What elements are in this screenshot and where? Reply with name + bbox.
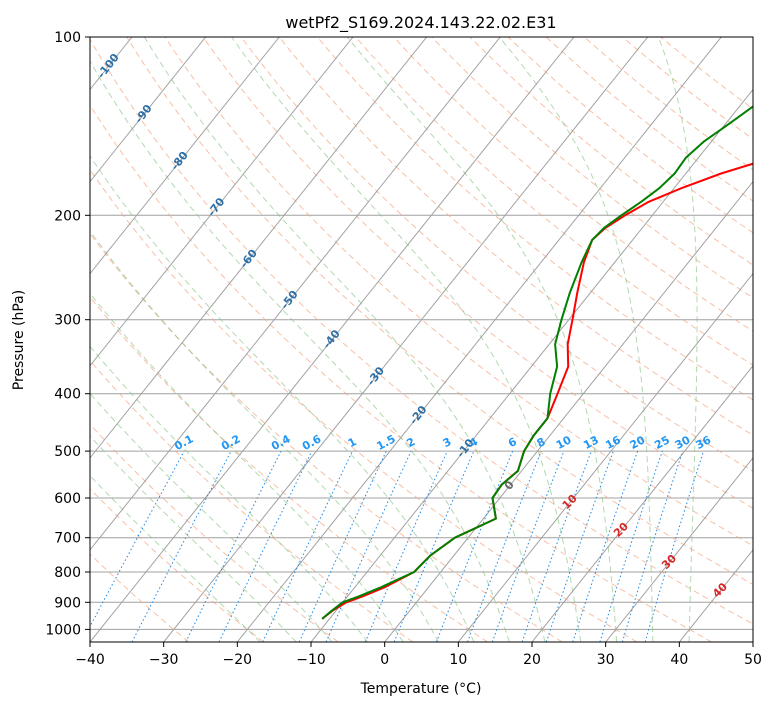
- mixing-ratio-line: [521, 450, 592, 642]
- isotherm: [163, 37, 649, 642]
- mixing-ratio-label: 13: [581, 433, 601, 452]
- y-tick-label: 200: [54, 208, 81, 224]
- moist-adiabat: [90, 474, 261, 642]
- mixing-ratio-line: [90, 450, 185, 628]
- y-axis-title: Pressure (hPa): [11, 290, 27, 390]
- y-tick-label: 600: [54, 491, 81, 507]
- isotherm: [90, 37, 354, 367]
- x-tick-label: −10: [296, 652, 326, 668]
- isotherm: [90, 37, 280, 275]
- isotherm: [384, 180, 753, 642]
- x-tick-label: −20: [223, 652, 253, 668]
- mixing-ratio-line: [298, 450, 387, 642]
- y-tick-label: 1000: [45, 622, 81, 638]
- x-tick-label: 30: [597, 652, 615, 668]
- dewpoint-line: [321, 105, 753, 620]
- x-axis: −40 −30 −20 −10 0 10 20 30 40 50: [75, 642, 762, 668]
- moist-adiabat: [498, 37, 654, 642]
- mixing-ratio-label: 16: [603, 433, 623, 452]
- isotherm: [605, 457, 753, 642]
- isotherm: [90, 37, 575, 642]
- dry-adiabat: [90, 38, 753, 625]
- x-tick-label: 40: [670, 652, 688, 668]
- isotherm: [457, 272, 753, 642]
- dry-adiabat: [317, 37, 753, 401]
- mixing-ratio-line: [218, 450, 313, 642]
- mixing-ratio-label: 20: [628, 433, 648, 452]
- x-tick-label: 20: [523, 652, 541, 668]
- moist-adiabat: [657, 37, 698, 642]
- isotherm: [90, 37, 207, 183]
- y-tick-label: 700: [54, 531, 81, 547]
- x-tick-label: 0: [380, 652, 389, 668]
- x-tick-label: 50: [744, 652, 762, 668]
- dry-adiabat: [278, 37, 753, 436]
- y-tick-label: 300: [54, 313, 81, 329]
- x-tick-label: 10: [449, 652, 467, 668]
- mixing-ratio-label: 25: [652, 433, 672, 452]
- y-tick-label: 900: [54, 595, 81, 611]
- mixing-ratio-label: 36: [694, 433, 714, 452]
- plot-frame: [89, 36, 754, 643]
- moist-adiabat: [90, 230, 439, 642]
- dry-adiabat: [126, 37, 753, 586]
- isotherm: [236, 37, 722, 642]
- dry-adiabat: [90, 423, 339, 642]
- mixing-ratio-line: [599, 450, 663, 642]
- mixing-ratio-label: 10: [554, 433, 574, 452]
- mixing-ratio-line: [364, 450, 448, 642]
- dry-adiabat: [507, 37, 753, 234]
- dry-adiabat: [202, 37, 753, 509]
- isotherm: [90, 37, 428, 459]
- mixing-ratio-line: [545, 450, 614, 642]
- x-tick-label: −30: [149, 652, 179, 668]
- moist-adiabat: [90, 60, 510, 642]
- isotherm: [90, 37, 501, 551]
- x-axis-title: Temperature (°C): [360, 681, 482, 697]
- mixing-ratio-line: [262, 450, 353, 642]
- moist-adiabat: [90, 435, 297, 642]
- mixing-ratio-line: [621, 450, 684, 642]
- y-axis: 100 200 300 400 500 600 700 800 900 1000: [45, 30, 90, 638]
- dry-adiabat: [355, 37, 753, 366]
- chart-title: wetPf2_S169.2024.143.22.02.E31: [285, 13, 556, 33]
- mixing-ratio-line: [644, 450, 705, 642]
- mixing-ratio-label: 30: [673, 433, 693, 452]
- moist-adiabat: [90, 292, 404, 642]
- mixing-ratio-line: [572, 450, 639, 642]
- moist-adiabat: [231, 37, 582, 642]
- background-lines: [90, 37, 753, 642]
- dry-adiabat: [431, 37, 753, 299]
- y-tick-label: 400: [54, 387, 81, 403]
- mixing-ratio-line: [325, 450, 412, 642]
- y-tick-label: 100: [54, 30, 81, 46]
- profile-lines: [321, 105, 753, 620]
- moist-adiabat: [143, 37, 546, 642]
- dry-adiabat: [90, 104, 712, 642]
- dry-adiabat: [90, 296, 488, 642]
- isotherm: [310, 88, 753, 642]
- dry-adiabat: [90, 232, 563, 642]
- moist-adiabat: [90, 345, 369, 642]
- x-tick-label: −40: [75, 652, 105, 668]
- moist-adiabat: [90, 155, 475, 642]
- y-tick-label: 800: [54, 565, 81, 581]
- y-tick-label: 500: [54, 444, 81, 460]
- mixing-ratio-line: [393, 450, 475, 642]
- isotherm: [531, 364, 753, 642]
- dry-adiabat: [469, 37, 753, 266]
